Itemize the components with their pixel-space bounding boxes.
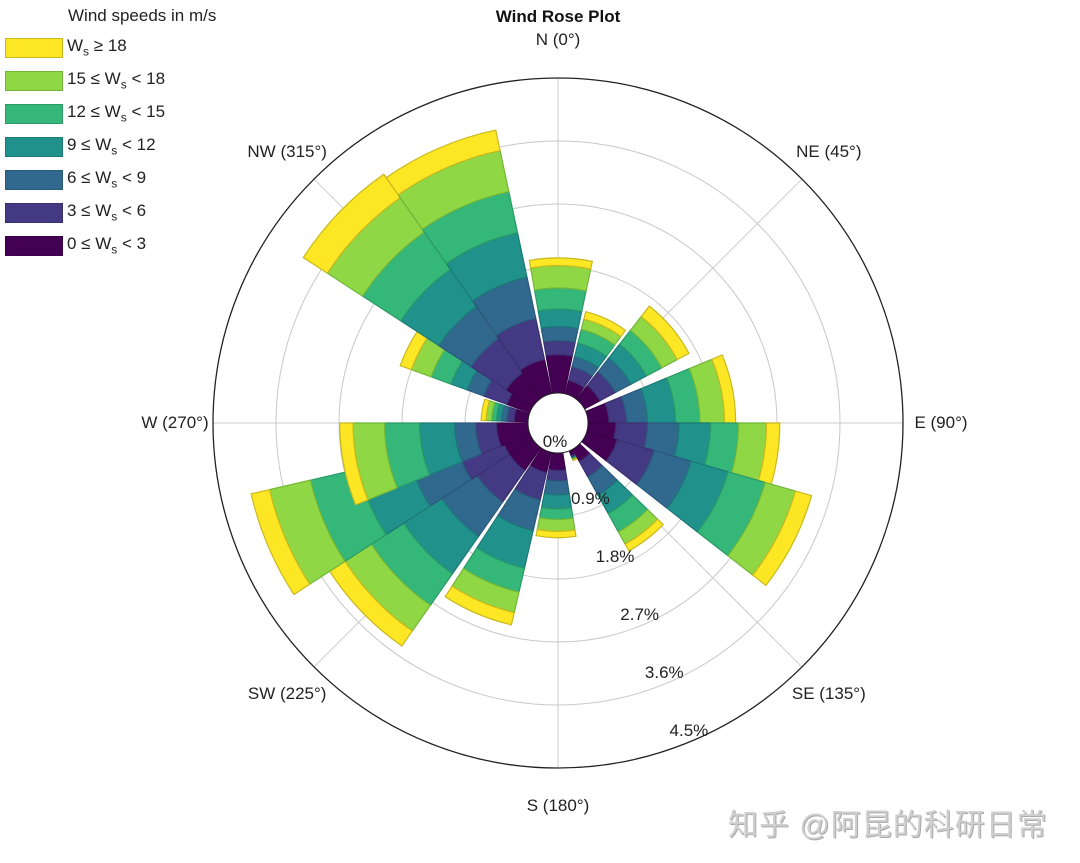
wind-bar-segment: [640, 305, 690, 361]
wind-bar-segment: [540, 492, 573, 510]
legend-label: 12 ≤ Ws < 15: [67, 102, 166, 125]
wind-bar-segment: [480, 398, 491, 422]
wind-bar-segment: [528, 257, 594, 270]
legend-items: Ws ≥ 18 15 ≤ Ws < 18 12 ≤ Ws < 15 9 ≤ Ws < …: [5, 31, 216, 262]
legend-item: Ws ≥ 18: [5, 31, 216, 64]
wind-bar-segment: [444, 585, 515, 626]
wind-bar-segment: [536, 517, 576, 532]
wind-bar-segment: [302, 173, 402, 275]
wind-bar-segment: [537, 308, 583, 330]
legend-item: 15 ≤ Ws < 18: [5, 64, 216, 97]
wind-bar-segment: [529, 265, 592, 292]
legend-item: 6 ≤ Ws < 9: [5, 163, 216, 196]
legend-swatch: [5, 235, 63, 256]
direction-label: SW (225°): [247, 683, 327, 703]
watermark: 知乎 @阿昆的科研日常: [728, 809, 1048, 842]
radial-tick-label: 0%: [542, 432, 568, 451]
wind-bar-segment: [540, 325, 579, 344]
radial-tick-label: 0.9%: [571, 489, 610, 509]
radial-tick-label: 1.8%: [595, 547, 635, 567]
legend-label: 0 ≤ Ws < 3: [67, 234, 147, 257]
direction-label: S (180°): [526, 796, 590, 815]
direction-label: NW (315°): [247, 142, 327, 162]
legend-swatch: [5, 136, 63, 157]
wind-bar-segment: [543, 479, 570, 496]
wind-bar-segment: [250, 488, 311, 596]
wind-bar-segment: [542, 339, 576, 357]
radial-tick-label: 2.7%: [620, 605, 660, 625]
wind-bar-segment: [572, 457, 578, 462]
legend-swatch: [5, 202, 63, 223]
legend: Wind speeds in m/s Ws ≥ 18 15 ≤ Ws < 18 12…: [5, 5, 216, 262]
center-hole: [527, 392, 589, 454]
legend-swatch: [5, 37, 63, 58]
wind-bar-segment: [624, 518, 665, 552]
legend-label: 6 ≤ Ws < 9: [67, 168, 147, 191]
radial-gridline: [275, 140, 841, 706]
legend-label: 15 ≤ Ws < 18: [67, 69, 166, 92]
direction-label: W (270°): [141, 413, 209, 432]
wind-bar-segment: [548, 451, 567, 472]
direction-label: SE (135°): [791, 683, 866, 703]
legend-swatch: [5, 169, 63, 190]
wind-bar-segment: [751, 490, 813, 587]
wind-rose-bars: [250, 129, 813, 647]
wind-bar-segment: [533, 287, 587, 313]
direction-label: NE (45°): [796, 142, 862, 162]
wind-bar-segment: [583, 310, 627, 338]
radial-tick-label: 3.6%: [644, 663, 684, 683]
outer-circle: [212, 77, 904, 769]
direction-label: N (0°): [535, 30, 581, 49]
legend-item: 0 ≤ Ws < 3: [5, 229, 216, 262]
chart-title: Wind Rose Plot: [495, 7, 621, 26]
wind-bar-segment: [538, 506, 574, 521]
legend-item: 12 ≤ Ws < 15: [5, 97, 216, 130]
legend-label: 9 ≤ Ws < 12: [67, 135, 156, 158]
wind-bar-segment: [535, 528, 577, 539]
direction-label: E (90°): [914, 413, 968, 432]
wind-bar-segment: [546, 468, 568, 482]
wind-bar-segment: [339, 422, 369, 506]
radial-tick-label: 4.5%: [669, 721, 709, 741]
legend-swatch: [5, 70, 63, 91]
legend-item: 3 ≤ Ws < 6: [5, 196, 216, 229]
legend-item: 9 ≤ Ws < 12: [5, 130, 216, 163]
legend-title: Wind speeds in m/s: [68, 6, 217, 25]
legend-label: Ws ≥ 18: [67, 36, 127, 59]
legend-label: 3 ≤ Ws < 6: [67, 201, 147, 224]
wind-bar-segment: [385, 129, 501, 196]
legend-swatch: [5, 103, 63, 124]
